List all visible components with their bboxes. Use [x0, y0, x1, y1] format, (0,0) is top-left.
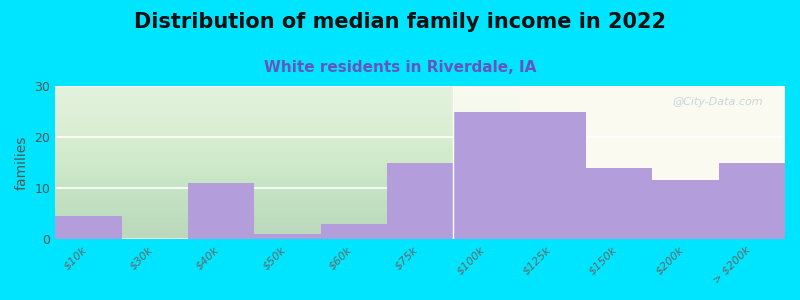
Bar: [188, 183, 254, 239]
Bar: [55, 216, 122, 239]
Text: @City-Data.com: @City-Data.com: [673, 97, 763, 107]
Bar: [586, 168, 652, 239]
Bar: [55, 86, 454, 239]
Bar: [718, 163, 785, 239]
Bar: [254, 234, 321, 239]
Bar: [520, 112, 586, 239]
Bar: [652, 181, 718, 239]
Text: White residents in Riverdale, IA: White residents in Riverdale, IA: [264, 60, 536, 75]
Bar: [387, 163, 454, 239]
Bar: [454, 112, 520, 239]
Text: Distribution of median family income in 2022: Distribution of median family income in …: [134, 12, 666, 32]
Y-axis label: families: families: [15, 135, 29, 190]
Bar: [321, 224, 387, 239]
